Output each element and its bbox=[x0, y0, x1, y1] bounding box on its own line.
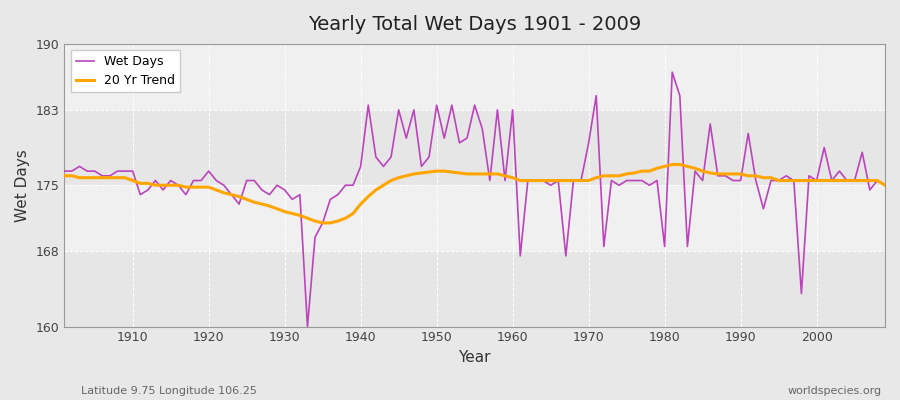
Legend: Wet Days, 20 Yr Trend: Wet Days, 20 Yr Trend bbox=[70, 50, 180, 92]
Text: Latitude 9.75 Longitude 106.25: Latitude 9.75 Longitude 106.25 bbox=[81, 386, 256, 396]
Wet Days bbox=[606, 178, 616, 183]
20 Yr Trend bbox=[606, 174, 616, 178]
Wet Days bbox=[508, 108, 518, 112]
20 Yr Trend bbox=[287, 211, 298, 216]
Bar bbox=[64, 110, 885, 185]
20 Yr Trend bbox=[515, 178, 526, 183]
Bar bbox=[64, 251, 885, 326]
Y-axis label: Wet Days: Wet Days bbox=[15, 149, 30, 222]
Wet Days bbox=[667, 70, 678, 74]
Wet Days bbox=[58, 169, 69, 174]
Wet Days bbox=[879, 183, 890, 188]
20 Yr Trend bbox=[318, 220, 328, 225]
Line: 20 Yr Trend: 20 Yr Trend bbox=[64, 164, 885, 223]
20 Yr Trend bbox=[58, 174, 69, 178]
20 Yr Trend bbox=[340, 216, 351, 221]
20 Yr Trend bbox=[879, 183, 890, 188]
Wet Days bbox=[340, 183, 351, 188]
20 Yr Trend bbox=[120, 175, 130, 180]
Wet Days bbox=[515, 254, 526, 258]
Title: Yearly Total Wet Days 1901 - 2009: Yearly Total Wet Days 1901 - 2009 bbox=[308, 15, 642, 34]
Wet Days bbox=[287, 197, 298, 202]
Wet Days bbox=[120, 169, 130, 174]
Wet Days bbox=[302, 324, 313, 329]
20 Yr Trend bbox=[508, 175, 518, 180]
20 Yr Trend bbox=[667, 162, 678, 167]
Line: Wet Days: Wet Days bbox=[64, 72, 885, 326]
Text: worldspecies.org: worldspecies.org bbox=[788, 386, 882, 396]
X-axis label: Year: Year bbox=[458, 350, 491, 365]
